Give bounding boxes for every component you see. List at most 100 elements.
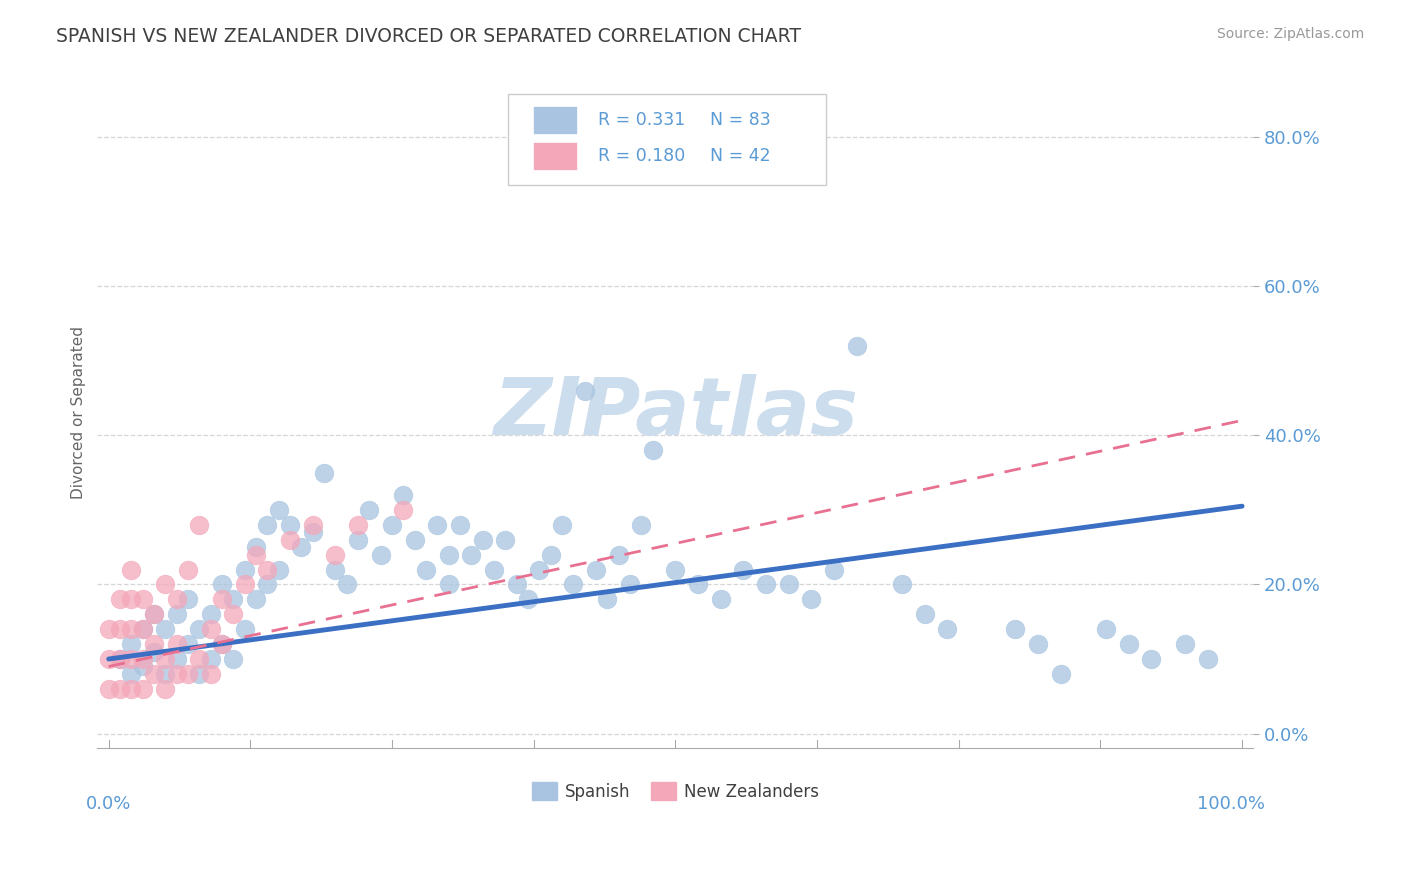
Point	[155, 667, 177, 681]
Bar	[533, 142, 576, 170]
Point	[301, 517, 323, 532]
Point	[733, 562, 755, 576]
Point	[1118, 637, 1140, 651]
Point	[143, 637, 166, 651]
Point	[529, 562, 551, 576]
Point	[381, 517, 404, 532]
Point	[120, 652, 142, 666]
Point	[891, 577, 914, 591]
Point	[131, 622, 153, 636]
Point	[482, 562, 505, 576]
FancyBboxPatch shape	[508, 95, 825, 185]
Point	[404, 533, 426, 547]
Point	[1049, 667, 1071, 681]
Point	[131, 592, 153, 607]
Point	[347, 533, 370, 547]
Point	[256, 562, 278, 576]
Point	[1140, 652, 1163, 666]
Point	[630, 517, 652, 532]
Point	[108, 592, 131, 607]
Point	[155, 652, 177, 666]
Point	[166, 607, 188, 622]
Point	[131, 681, 153, 696]
Point	[166, 652, 188, 666]
Point	[517, 592, 540, 607]
Bar	[533, 105, 576, 134]
Point	[222, 592, 245, 607]
Point	[211, 577, 233, 591]
Point	[415, 562, 437, 576]
Point	[290, 540, 312, 554]
Text: N = 83: N = 83	[710, 111, 770, 128]
Point	[245, 548, 267, 562]
Text: SPANISH VS NEW ZEALANDER DIVORCED OR SEPARATED CORRELATION CHART: SPANISH VS NEW ZEALANDER DIVORCED OR SEP…	[56, 27, 801, 45]
Point	[233, 622, 256, 636]
Point	[143, 667, 166, 681]
Text: N = 42: N = 42	[710, 147, 770, 165]
Point	[540, 548, 562, 562]
Point	[1095, 622, 1118, 636]
Point	[494, 533, 516, 547]
Legend: Spanish, New Zealanders: Spanish, New Zealanders	[524, 776, 825, 807]
Point	[325, 562, 347, 576]
Text: 0.0%: 0.0%	[86, 796, 131, 814]
Point	[108, 681, 131, 696]
Point	[97, 622, 120, 636]
Point	[211, 637, 233, 651]
Text: Source: ZipAtlas.com: Source: ZipAtlas.com	[1216, 27, 1364, 41]
Text: R = 0.331: R = 0.331	[598, 111, 685, 128]
Point	[108, 652, 131, 666]
Point	[188, 517, 211, 532]
Point	[131, 659, 153, 673]
Point	[506, 577, 529, 591]
Point	[120, 637, 142, 651]
Point	[312, 466, 335, 480]
Point	[188, 667, 211, 681]
Point	[200, 667, 222, 681]
Point	[155, 577, 177, 591]
Point	[449, 517, 471, 532]
Point	[233, 562, 256, 576]
Point	[619, 577, 641, 591]
Point	[392, 488, 415, 502]
Point	[211, 637, 233, 651]
Point	[1197, 652, 1219, 666]
Point	[131, 622, 153, 636]
Point	[325, 548, 347, 562]
Point	[177, 637, 200, 651]
Point	[233, 577, 256, 591]
Point	[166, 637, 188, 651]
Point	[200, 622, 222, 636]
Point	[177, 592, 200, 607]
Text: R = 0.180: R = 0.180	[598, 147, 685, 165]
Point	[370, 548, 392, 562]
Point	[574, 384, 596, 398]
Point	[301, 525, 323, 540]
Point	[188, 622, 211, 636]
Point	[596, 592, 619, 607]
Point	[143, 607, 166, 622]
Point	[267, 503, 290, 517]
Point	[245, 592, 267, 607]
Point	[755, 577, 778, 591]
Point	[845, 339, 868, 353]
Point	[131, 652, 153, 666]
Point	[278, 533, 301, 547]
Point	[1174, 637, 1197, 651]
Point	[641, 443, 664, 458]
Point	[359, 503, 381, 517]
Point	[686, 577, 709, 591]
Y-axis label: Divorced or Separated: Divorced or Separated	[72, 326, 86, 500]
Point	[664, 562, 686, 576]
Point	[143, 644, 166, 658]
Point	[188, 652, 211, 666]
Point	[222, 652, 245, 666]
Point	[336, 577, 359, 591]
Point	[222, 607, 245, 622]
Point	[1026, 637, 1049, 651]
Point	[607, 548, 630, 562]
Point	[97, 681, 120, 696]
Point	[200, 607, 222, 622]
Point	[97, 652, 120, 666]
Point	[778, 577, 800, 591]
